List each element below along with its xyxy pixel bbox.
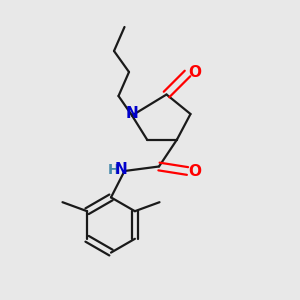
Text: H: H	[108, 163, 120, 176]
Text: O: O	[188, 65, 202, 80]
Text: N: N	[126, 106, 138, 122]
Text: O: O	[188, 164, 202, 178]
Text: N: N	[115, 162, 128, 177]
